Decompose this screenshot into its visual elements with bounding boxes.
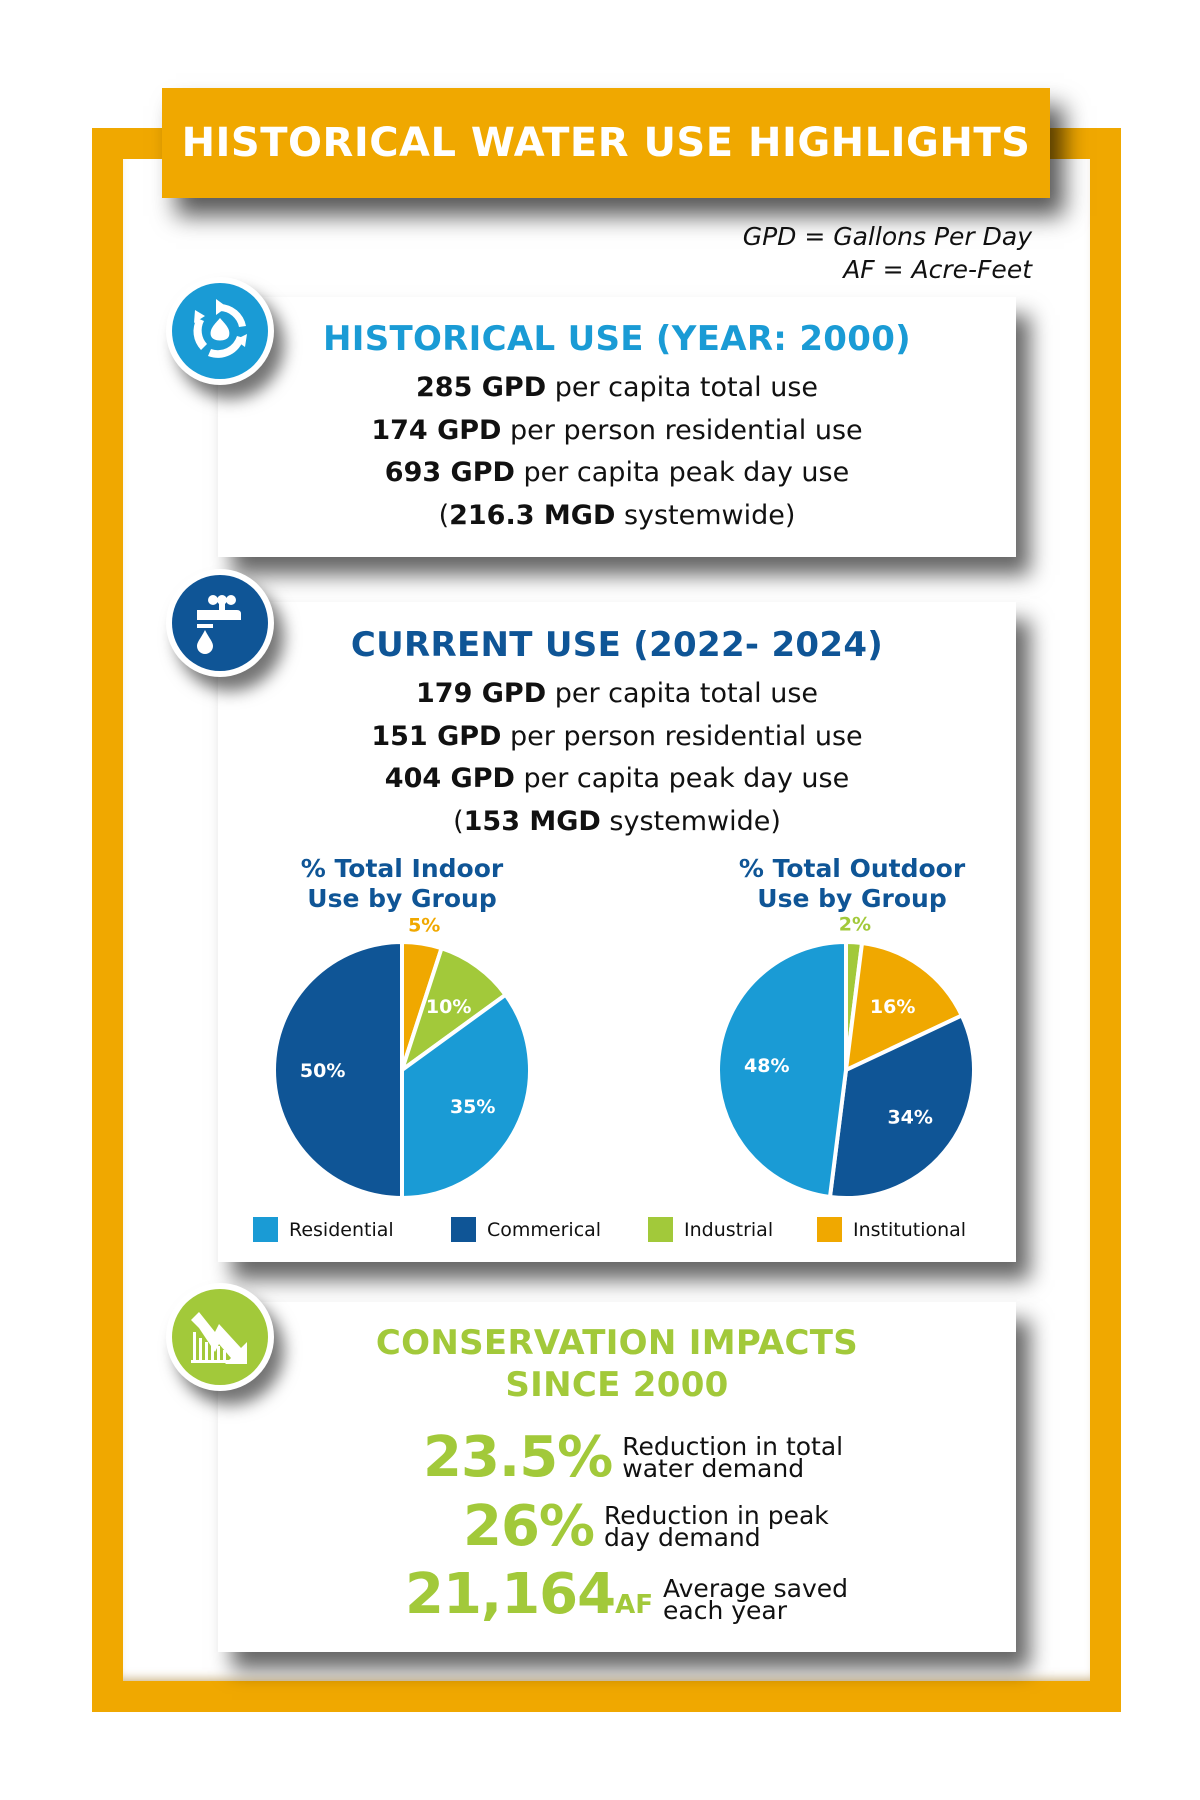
conservation-desc: Reduction in total water demand (622, 1432, 844, 1483)
conservation-value: 26% (463, 1494, 595, 1559)
abbreviation-gpd: GPD = Gallons Per Day (742, 222, 1032, 251)
legend-swatch (253, 1217, 278, 1242)
pie-slice-label: 2% (839, 913, 871, 935)
current-use-card: CURRENT USE (2022- 2024) 179 GPD per cap… (218, 602, 1016, 1262)
pie-slice-residential (400, 991, 532, 1201)
pie-slice-label: 35% (450, 1096, 495, 1118)
conservation-value: 23.5% (423, 1425, 613, 1490)
abbreviation-key: GPD = Gallons Per Day AF = Acre-Feet (743, 220, 1032, 286)
historical-stat-line: (216.3 MGD systemwide) (438, 499, 796, 531)
historical-stat-line: 174 GPD per person residential use (371, 414, 863, 446)
historical-icon-badge (166, 277, 274, 385)
pie-slice-institutional (843, 940, 965, 1074)
pie-slice-commerical (272, 939, 404, 1201)
pie-slice-label: 34% (887, 1107, 932, 1129)
legend-swatch (451, 1217, 476, 1242)
legend-swatch (648, 1217, 673, 1242)
conservation-desc: Reduction in peak day demand (604, 1501, 829, 1552)
outdoor-pie-chart: 2% 16% 34% 48% (716, 913, 976, 1200)
pie-slice-residential (716, 939, 848, 1200)
legend-item-residential: Residential (253, 1217, 394, 1242)
pie-slice-label: 10% (426, 996, 471, 1018)
current-icon-badge (166, 569, 274, 677)
indoor-pie-chart: 5% 10% 35% 50% (272, 915, 532, 1201)
legend-item-institutional: Institutional (817, 1217, 966, 1242)
page-title: HISTORICAL WATER USE HIGHLIGHTS (181, 120, 1031, 166)
pie-legend: Residential Commerical Industrial Instit… (218, 1217, 1016, 1247)
current-heading: CURRENT USE (2022- 2024) (350, 625, 884, 665)
current-stat-line: 179 GPD per capita total use (416, 678, 818, 709)
pie-slice-label: 48% (744, 1055, 789, 1077)
legend-item-industrial: Industrial (648, 1217, 773, 1242)
legend-swatch (817, 1217, 842, 1242)
pie-slice-commerical (827, 1012, 976, 1200)
current-stat-line: 151 GPD per person residential use (371, 720, 863, 752)
downward-trend-chart-icon (191, 1312, 247, 1364)
conservation-desc: Average saved each year (663, 1574, 848, 1625)
recycle-water-icon (193, 299, 247, 358)
title-banner: HISTORICAL WATER USE HIGHLIGHTS (162, 88, 1050, 198)
conservation-icon-badge (166, 1283, 274, 1391)
historical-stat-line: 285 GPD per capita total use (416, 372, 818, 403)
conservation-value: 21,164AF (405, 1562, 653, 1627)
conservation-row-peak-demand: 26% Reduction in peak day demand (463, 1497, 829, 1557)
current-stat-line: 404 GPD per capita peak day use (384, 763, 850, 794)
abbreviation-af: AF = Acre-Feet (843, 255, 1032, 284)
current-stat-line: (153 MGD systemwide) (453, 805, 781, 837)
outdoor-pie-title: % Total Outdoor Use by Group (738, 854, 966, 913)
conservation-row-total-demand: 23.5% Reduction in total water demand (423, 1428, 843, 1488)
pie-slice-label: 50% (300, 1060, 345, 1082)
conservation-heading: CONSERVATION IMPACTS SINCE 2000 (375, 1323, 859, 1405)
conservation-row-af-saved: 21,164AF Average saved each year (405, 1565, 848, 1635)
legend-item-commerical: Commerical (451, 1217, 601, 1242)
pie-slice-label: 5% (408, 915, 440, 937)
indoor-pie-title: % Total Indoor Use by Group (300, 854, 504, 913)
historical-use-card: HISTORICAL USE (YEAR: 2000) 285 GPD per … (218, 297, 1016, 557)
faucet-drop-icon (197, 595, 241, 654)
historical-stat-line: 693 GPD per capita peak day use (384, 457, 850, 488)
conservation-impacts-card: CONSERVATION IMPACTS SINCE 2000 23.5% Re… (218, 1302, 1016, 1652)
pie-charts: 5% 10% 35% 50% 2% 16% 34% 48% (272, 913, 976, 1201)
historical-heading: HISTORICAL USE (YEAR: 2000) (322, 319, 912, 359)
pie-slice-label: 16% (870, 996, 915, 1018)
